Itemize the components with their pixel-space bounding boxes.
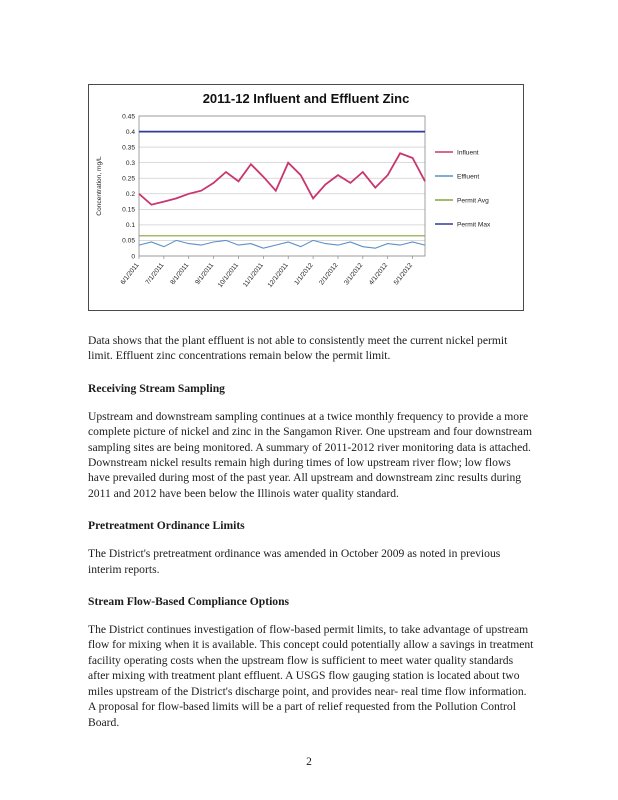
zinc-chart-figure: 2011-12 Influent and Effluent Zinc 0 0.05… [88, 84, 524, 311]
svg-text:12/1/2011: 12/1/2011 [267, 262, 290, 289]
page-number: 2 [306, 756, 312, 768]
svg-text:6/1/2011: 6/1/2011 [120, 262, 141, 286]
svg-text:1/1/2012: 1/1/2012 [293, 262, 315, 287]
svg-text:5/1/2012: 5/1/2012 [393, 262, 415, 287]
svg-text:0: 0 [131, 253, 135, 260]
svg-text:4/1/2012: 4/1/2012 [368, 262, 390, 287]
chart-title: 2011-12 Influent and Effluent Zinc [202, 91, 410, 106]
svg-text:9/1/2011: 9/1/2011 [194, 262, 215, 286]
section-body-stream-flow: The District continues investigation of … [88, 623, 534, 729]
svg-text:0.1: 0.1 [126, 222, 135, 229]
svg-text:11/1/2011: 11/1/2011 [242, 262, 265, 289]
section-body-pretreatment: The District's pretreatment ordinance wa… [88, 547, 501, 576]
svg-text:0.05: 0.05 [122, 238, 135, 245]
svg-text:10/1/2011: 10/1/2011 [217, 262, 240, 289]
section-body-receiving-stream: Upstream and downstream sampling continu… [88, 409, 532, 500]
svg-text:8/1/2011: 8/1/2011 [169, 262, 190, 286]
svg-text:0.2: 0.2 [126, 191, 135, 198]
svg-text:7/1/2011: 7/1/2011 [144, 262, 165, 286]
svg-text:3/1/2012: 3/1/2012 [343, 262, 365, 287]
svg-text:Concentration, mg/L: Concentration, mg/L [96, 156, 103, 216]
zinc-line-chart: 0 0.05 0.1 0.15 0.2 0.25 0.3 0.35 0.4 0.45 6/1/201… [96, 113, 491, 289]
svg-text:2/1/2012: 2/1/2012 [318, 262, 340, 287]
svg-text:Influent: Influent [457, 150, 479, 157]
svg-text:0.25: 0.25 [122, 176, 135, 183]
section-heading-stream-flow: Stream Flow-Based Compliance Options [88, 595, 290, 609]
svg-text:0.45: 0.45 [122, 113, 135, 120]
intro-paragraph: Data shows that the plant effluent is no… [88, 334, 508, 363]
svg-text:Permit Max: Permit Max [457, 222, 491, 229]
svg-text:0.4: 0.4 [126, 129, 135, 136]
svg-text:0.35: 0.35 [122, 144, 135, 151]
svg-text:Effluent: Effluent [457, 174, 479, 181]
svg-text:0.3: 0.3 [126, 160, 135, 167]
section-heading-receiving-stream: Receiving Stream Sampling [88, 381, 225, 395]
document-page: 2011-12 Influent and Effluent Zinc 0 0.05… [88, 84, 534, 744]
section-heading-pretreatment: Pretreatment Ordinance Limits [88, 519, 245, 533]
svg-text:0.15: 0.15 [122, 207, 135, 214]
svg-text:Permit Avg: Permit Avg [457, 198, 489, 205]
